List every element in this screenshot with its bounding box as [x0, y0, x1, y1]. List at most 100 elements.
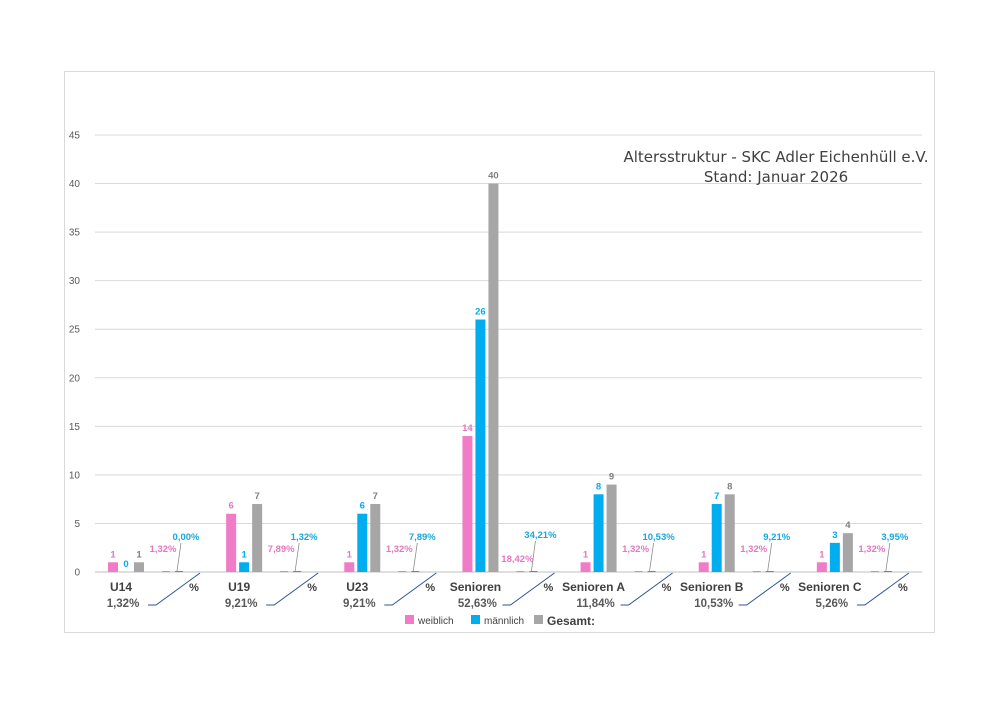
category-total-pct: 5,26% [816, 598, 849, 610]
pct-label-maennlich: 9,21% [763, 532, 790, 543]
data-label-maennlich: 7 [714, 491, 719, 502]
pct-category-label: % [189, 582, 199, 594]
pct-label-maennlich: 0,00% [173, 532, 200, 543]
bar-pct-weiblich [516, 571, 525, 572]
bar-pct-weiblich [398, 571, 407, 572]
data-label-gesamt: 40 [488, 171, 499, 182]
bar-maennlich [593, 494, 604, 572]
bar-maennlich [357, 513, 368, 572]
bar-weiblich [344, 562, 355, 572]
category-total-pct: 52,63% [458, 598, 497, 610]
bar-maennlich [711, 504, 722, 572]
category-label: Senioren [450, 580, 501, 594]
total-pct-leader [266, 572, 319, 606]
y-tick-label: 20 [69, 373, 81, 384]
pct-label-maennlich: 10,53% [642, 532, 675, 543]
total-pct-leader [384, 572, 437, 606]
legend-label-weiblich: weiblich [417, 616, 454, 627]
bar-weiblich [698, 562, 709, 572]
bar-pct-maennlich [647, 571, 656, 572]
chart-area [64, 71, 935, 633]
y-tick-label: 10 [69, 470, 81, 481]
total-pct-leader [148, 572, 201, 606]
total-pct-leader [502, 572, 555, 606]
y-tick-label: 15 [69, 422, 81, 433]
bar-gesamt [724, 494, 735, 572]
pct-category-label: % [307, 582, 317, 594]
bar-gesamt [842, 533, 853, 572]
data-label-weiblich: 1 [347, 549, 353, 560]
data-label-gesamt: 8 [727, 481, 732, 492]
category-label: U19 [228, 580, 250, 594]
category-label: Senioren A [562, 580, 625, 594]
category-total-pct: 9,21% [225, 598, 258, 610]
pct-category-label: % [544, 582, 554, 594]
data-label-weiblich: 1 [583, 549, 589, 560]
pct-leader-line [531, 540, 536, 572]
data-label-gesamt: 7 [254, 491, 259, 502]
bar-maennlich [475, 319, 486, 572]
pct-leader-line [649, 542, 654, 572]
bars [108, 183, 892, 573]
legend-label-gesamt: Gesamt: [547, 614, 595, 628]
category-label: Senioren C [798, 580, 862, 594]
bar-pct-maennlich [529, 571, 538, 572]
category-total-pct: 1,32% [107, 598, 140, 610]
legend-swatch-maennlich [471, 615, 480, 624]
total-pct-leader [620, 572, 673, 606]
data-label-weiblich: 14 [462, 423, 473, 434]
bar-gesamt [252, 504, 263, 572]
chart-title-line-1: Altersstruktur - SKC Adler Eichenhüll e.… [623, 148, 928, 166]
y-tick-label: 35 [69, 228, 81, 239]
y-tick-label: 40 [69, 179, 81, 190]
chart-title-line-2: Stand: Januar 2026 [704, 168, 848, 186]
bar-weiblich [816, 562, 827, 572]
category-total-pct: 10,53% [694, 598, 733, 610]
data-label-weiblich: 1 [110, 549, 116, 560]
legend-swatch-weiblich [405, 615, 414, 624]
y-tick-label: 0 [74, 568, 80, 579]
y-tick-label: 45 [69, 131, 81, 142]
bar-pct-maennlich [293, 571, 302, 572]
bar-pct-weiblich [752, 571, 761, 572]
legend-swatch-gesamt [534, 615, 543, 624]
bar-weiblich [580, 562, 591, 572]
bar-maennlich [239, 562, 250, 572]
y-tick-label: 25 [69, 325, 81, 336]
bar-pct-maennlich [411, 571, 420, 572]
data-label-maennlich: 1 [241, 549, 247, 560]
bar-maennlich [829, 542, 840, 572]
data-label-maennlich: 0 [123, 559, 128, 570]
category-total-pct: 11,84% [576, 598, 614, 610]
pct-label-weiblich: 1,32% [622, 544, 649, 555]
pct-label-weiblich: 1,32% [386, 544, 413, 555]
bar-weiblich [226, 513, 237, 572]
category-label: U23 [346, 580, 368, 594]
pct-label-maennlich: 1,32% [291, 532, 318, 543]
legend-label-maennlich: männlich [484, 616, 524, 627]
pct-leader-line [885, 542, 891, 572]
category-total-pct: 9,21% [343, 598, 376, 610]
pct-leader-line [412, 542, 418, 572]
category-label: U14 [110, 580, 132, 594]
bar-weiblich [462, 436, 473, 572]
data-label-gesamt: 1 [136, 549, 142, 560]
y-tick-label: 5 [74, 519, 80, 530]
bar-pct-weiblich [280, 571, 289, 572]
total-pct-leader [856, 572, 910, 606]
bar-gesamt [370, 504, 381, 572]
pct-label-weiblich: 1,32% [858, 544, 885, 555]
gridlines [95, 134, 922, 573]
pct-category-label: % [898, 582, 908, 594]
data-label-weiblich: 1 [701, 549, 707, 560]
pct-leader-line [294, 542, 300, 572]
pct-label-weiblich: 1,32% [150, 544, 177, 555]
bar-pct-weiblich [162, 571, 170, 572]
data-label-gesamt: 4 [845, 520, 851, 531]
pct-label-maennlich: 34,21% [524, 530, 557, 541]
pct-leader-line [767, 542, 773, 572]
category-label: Senioren B [680, 580, 744, 594]
bar-gesamt [134, 562, 144, 572]
